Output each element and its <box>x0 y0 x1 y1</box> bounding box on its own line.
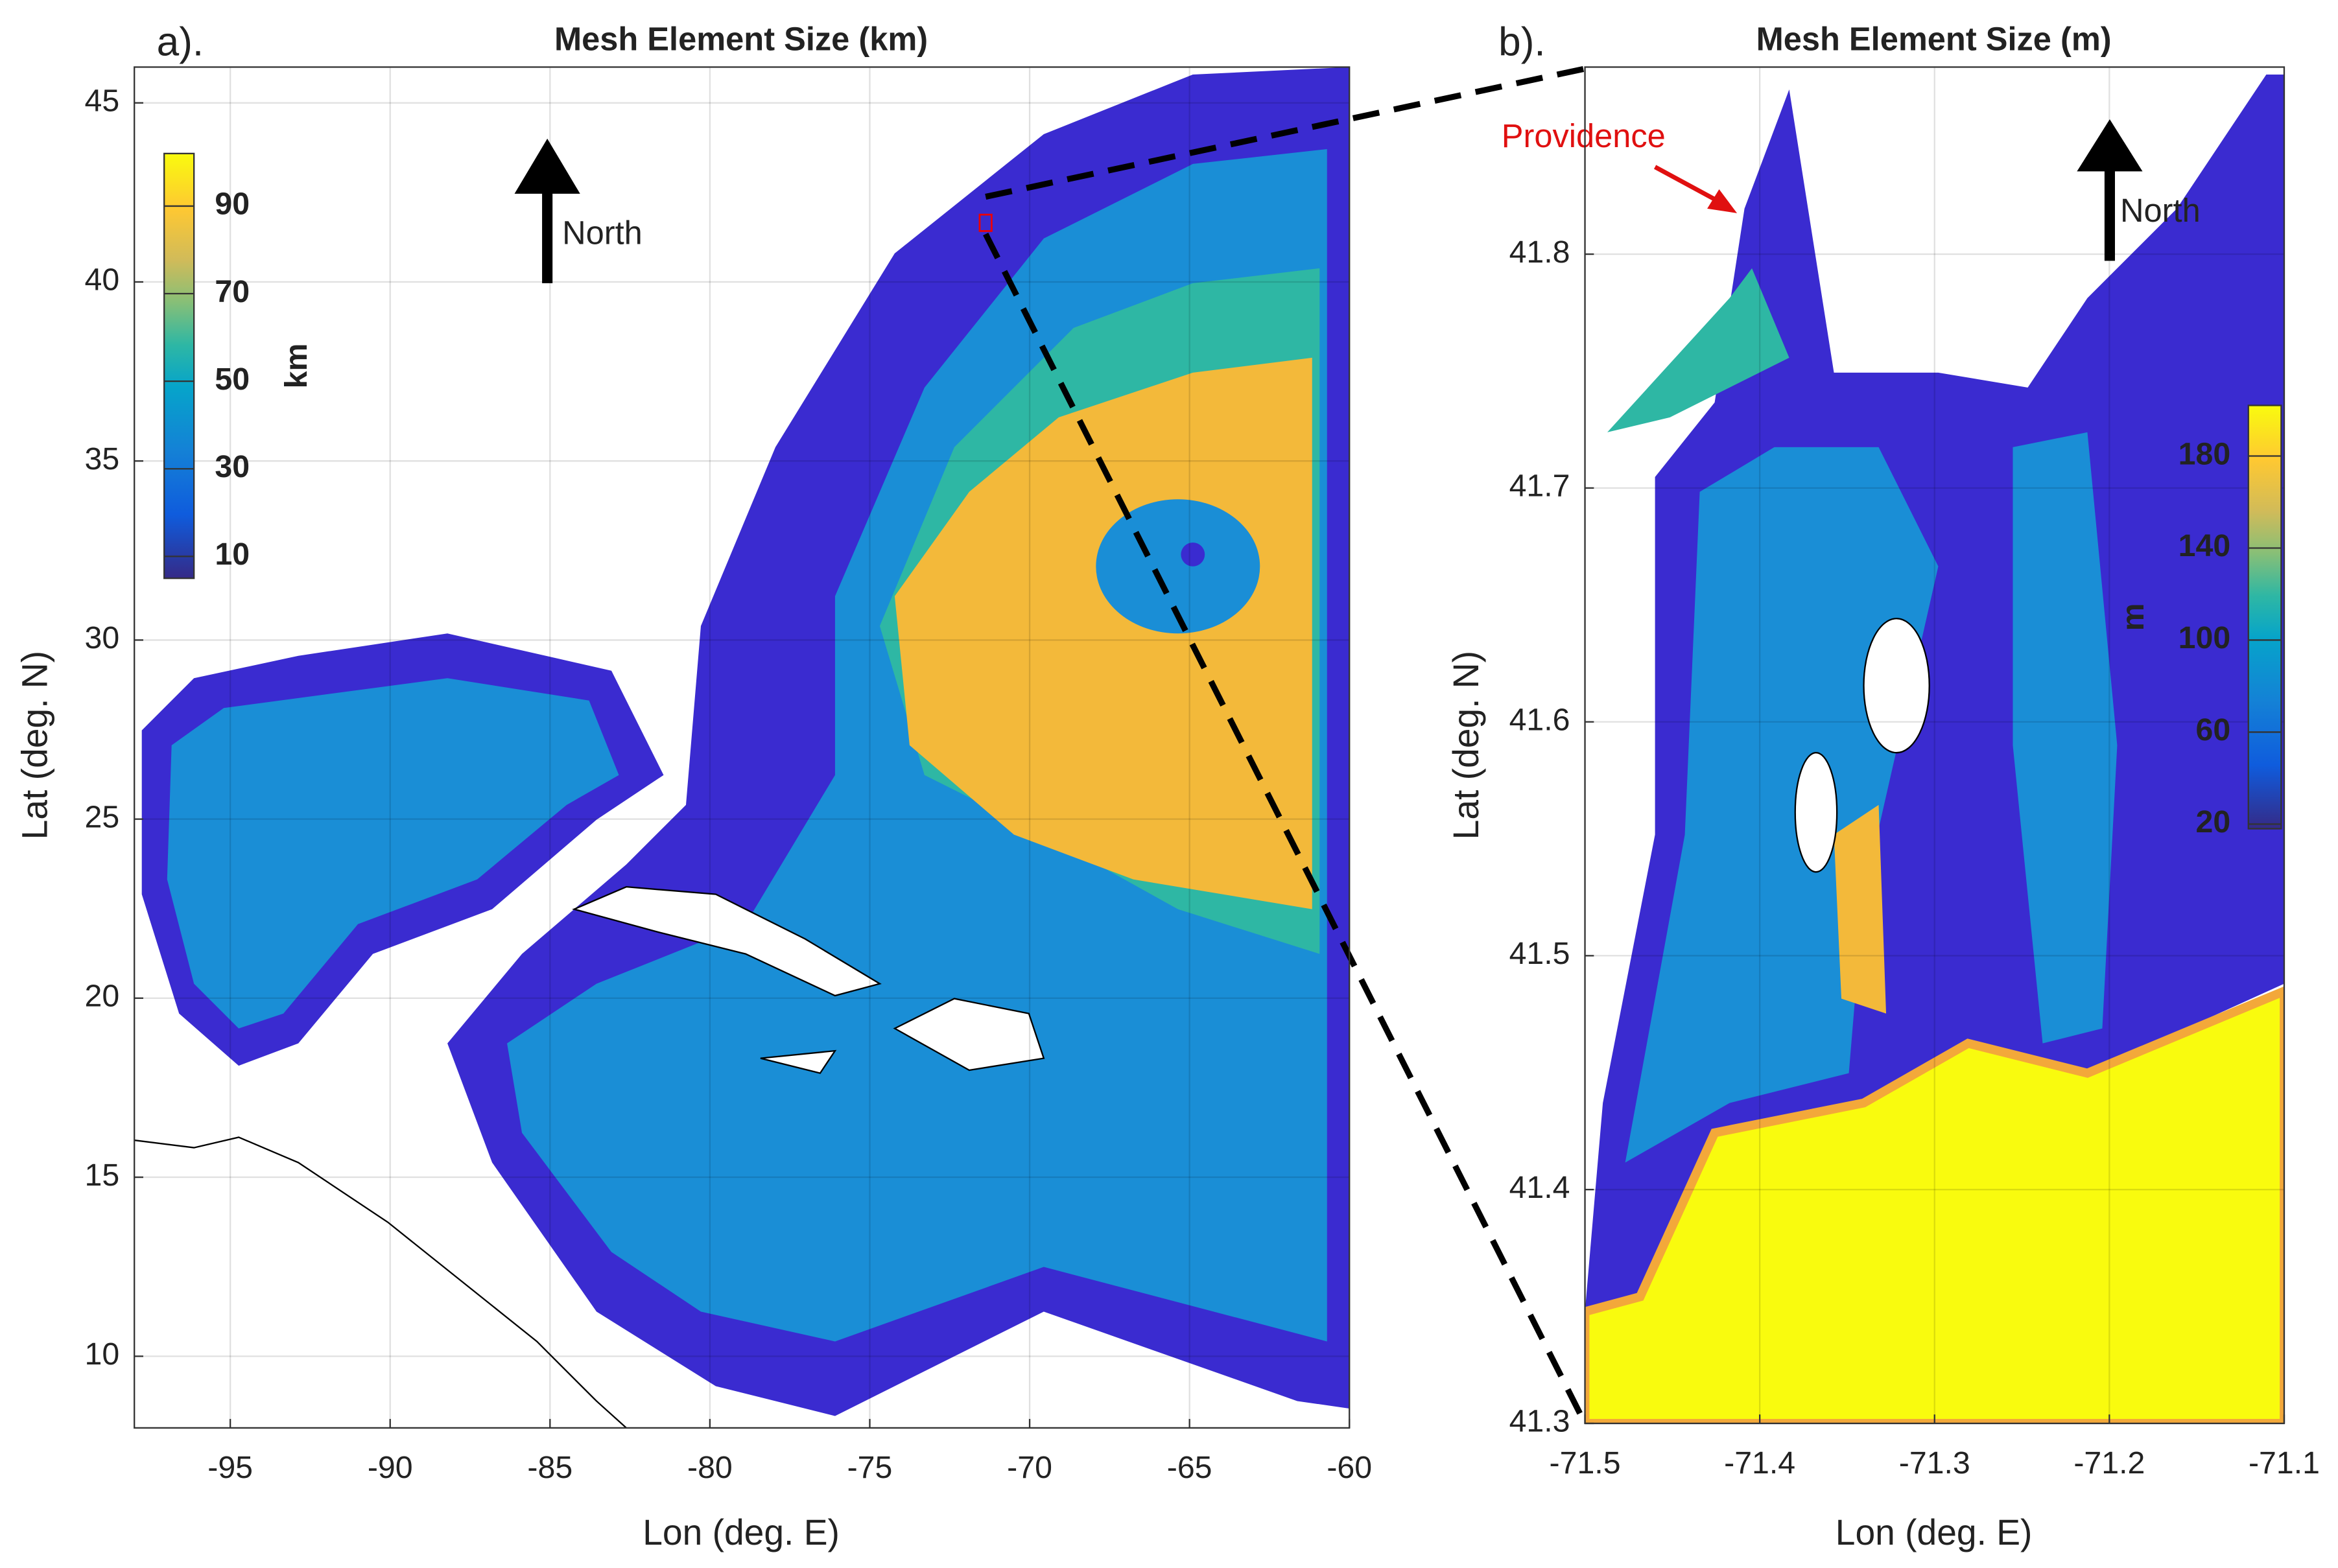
x-tick-label: -71.2 <box>2073 1445 2145 1480</box>
y-tick-label: 10 <box>85 1337 120 1372</box>
y-tick-label: 41.6 <box>1509 702 1570 737</box>
x-tick-label: -71.5 <box>1550 1445 1621 1480</box>
y-tick-label: 35 <box>85 441 120 476</box>
x-tick-label: -75 <box>847 1450 893 1485</box>
y-tick-label: 40 <box>85 263 120 298</box>
x-label: Lon (deg. E) <box>1836 1512 2033 1552</box>
colorbar-tick-label: 180 <box>2179 436 2231 471</box>
colorbar <box>2247 404 2282 830</box>
y-label: Lat (deg. N) <box>14 651 54 839</box>
title: Mesh Element Size (km) <box>554 21 928 58</box>
colorbar-tick-label: 30 <box>215 449 250 484</box>
title: Mesh Element Size (m) <box>1756 21 2112 58</box>
north-arrow <box>514 119 2143 283</box>
x-tick-label: -71.3 <box>1899 1445 1970 1480</box>
axes-frame <box>1584 66 2285 1425</box>
annotation: Providence <box>1502 117 1666 154</box>
map-a <box>134 67 1350 1428</box>
y-tick-label: 41.3 <box>1509 1404 1570 1439</box>
x-tick-label: -71.1 <box>2249 1445 2320 1480</box>
colorbar-tick-label: 50 <box>215 362 250 397</box>
north-label: North <box>562 215 643 252</box>
colorbar-label: km <box>279 344 314 389</box>
panel-label: a). <box>157 19 204 64</box>
y-tick-label: 41.5 <box>1509 936 1570 971</box>
colorbar-tick-label: 90 <box>215 187 250 222</box>
y-tick-label: 25 <box>85 799 120 834</box>
colorbar-tick-label: 70 <box>215 274 250 309</box>
y-tick-label: 30 <box>85 620 120 655</box>
x-tick-label: -70 <box>1007 1450 1052 1485</box>
y-tick-label: 45 <box>85 83 120 118</box>
x-tick-label: -71.4 <box>1724 1445 1795 1480</box>
annotation-arrow <box>1707 189 1738 213</box>
colorbar-tick-label: 20 <box>2196 804 2231 839</box>
y-tick-label: 41.4 <box>1509 1170 1570 1205</box>
x-tick-label: -65 <box>1167 1450 1212 1485</box>
y-label: Lat (deg. N) <box>1446 651 1486 839</box>
x-label: Lon (deg. E) <box>643 1512 840 1552</box>
y-tick-label: 41.8 <box>1509 235 1570 270</box>
colorbar-tick-label: 140 <box>2179 528 2231 563</box>
panel-label: b). <box>1498 19 1545 64</box>
y-tick-label: 41.7 <box>1509 469 1570 504</box>
x-tick-label: -90 <box>368 1450 413 1485</box>
colorbar-tick-label: 60 <box>2196 712 2231 747</box>
colorbar-tick-label: 100 <box>2179 620 2231 655</box>
map-b <box>1585 74 2284 1423</box>
axes-frame <box>134 66 1351 1429</box>
y-tick-label: 15 <box>85 1158 120 1193</box>
north-label: North <box>2120 192 2201 229</box>
colorbar-label: m <box>2116 603 2151 631</box>
x-tick-label: -80 <box>687 1450 733 1485</box>
x-tick-label: -95 <box>207 1450 253 1485</box>
colorbar-tick-label: 10 <box>215 537 250 572</box>
y-tick-label: 20 <box>85 979 120 1014</box>
colorbar <box>163 152 195 579</box>
x-tick-label: -60 <box>1327 1450 1372 1485</box>
zoom-lines <box>983 64 1593 1425</box>
x-tick-label: -85 <box>527 1450 573 1485</box>
